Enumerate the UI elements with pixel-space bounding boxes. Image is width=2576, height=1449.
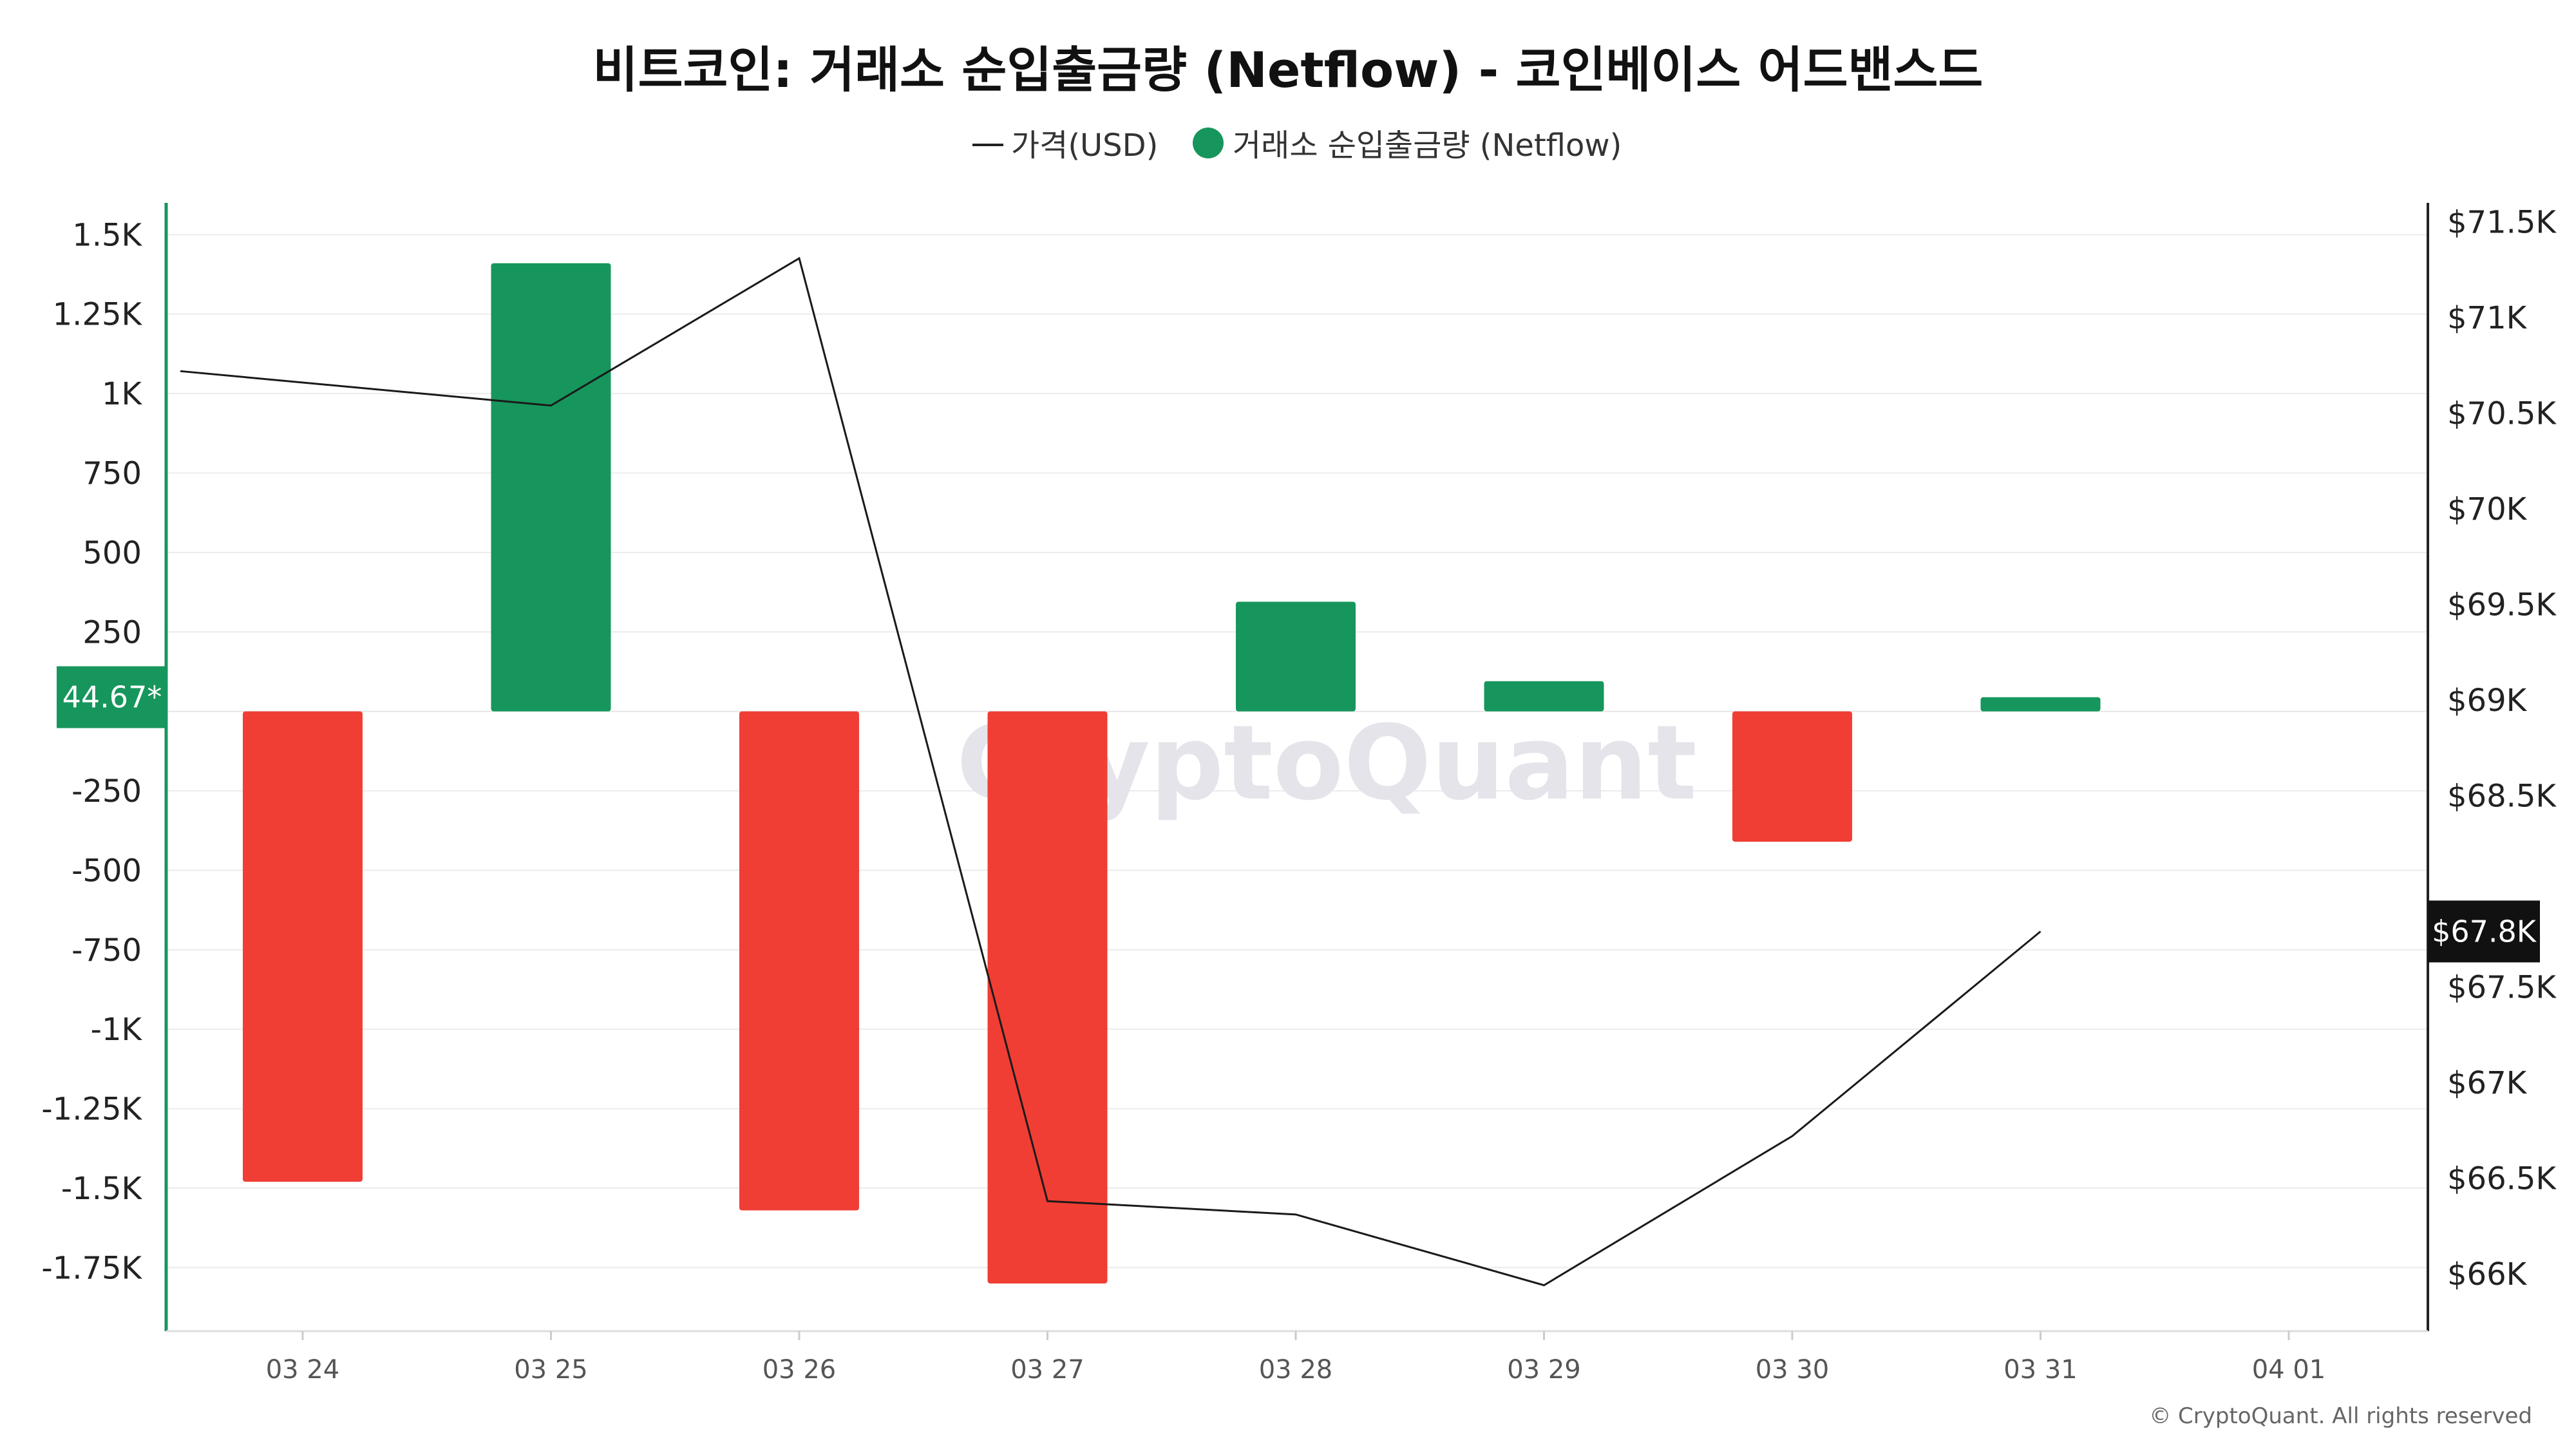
left-tick-label: 500 — [82, 535, 142, 571]
right-tick-label: $67K — [2447, 1065, 2528, 1101]
right-tick-label: $70.5K — [2447, 396, 2557, 432]
left-axis-ticks: 1.5K 1.25K 1K 750 500 250 -250 -500 -750 -1K -1.25… — [41, 217, 142, 1286]
legend: 가격(USD) 거래소 순입출금량 (Netflow) — [972, 128, 1622, 164]
right-tick-label: $71K — [2447, 300, 2528, 336]
x-tick-label: 03 31 — [2003, 1355, 2078, 1385]
legend-netflow-label: 거래소 순입출금량 (Netflow) — [1233, 128, 1622, 164]
x-axis-ticks: 03 24 03 25 03 26 03 27 03 28 03 29 03 30 03 31… — [266, 1331, 2326, 1385]
left-tick-label: 1.25K — [53, 297, 143, 333]
left-tick-label: 1K — [102, 376, 143, 412]
netflow-bar — [1236, 601, 1356, 712]
right-tick-label: $67.5K — [2447, 969, 2557, 1005]
copyright-notice: © CryptoQuant. All rights reserved — [2149, 1403, 2532, 1429]
netflow-bar — [987, 711, 1108, 1283]
netflow-bar — [243, 711, 363, 1182]
current-netflow-value: 44.67* — [62, 680, 162, 715]
netflow-bar — [1484, 681, 1604, 712]
current-netflow-badge: 44.67* — [57, 666, 167, 728]
current-price-value: $67.8K — [2432, 914, 2537, 949]
right-tick-label: $66.5K — [2447, 1160, 2557, 1197]
chart-title: 비트코인: 거래소 순입출금량 (Netflow) - 코인베이스 어드밴스드 — [593, 41, 1984, 99]
left-tick-label: -1.25K — [41, 1092, 142, 1128]
legend-price-label: 가격(USD) — [1011, 128, 1158, 164]
left-tick-label: 750 — [82, 455, 142, 491]
x-tick-label: 04 01 — [2252, 1355, 2326, 1385]
right-tick-label: $68.5K — [2447, 779, 2557, 815]
netflow-bar — [491, 263, 611, 712]
x-tick-label: 03 29 — [1507, 1355, 1581, 1385]
netflow-bar — [739, 711, 859, 1211]
right-tick-label: $66K — [2447, 1256, 2528, 1293]
x-tick-label: 03 26 — [762, 1355, 837, 1385]
x-tick-label: 03 28 — [1259, 1355, 1333, 1385]
left-tick-label: -1K — [91, 1012, 143, 1048]
x-tick-label: 03 30 — [1756, 1355, 1830, 1385]
left-tick-label: 1.5K — [72, 217, 142, 253]
left-tick-label: -500 — [71, 853, 142, 889]
current-price-badge: $67.8K — [2428, 900, 2540, 963]
x-tick-label: 03 27 — [1010, 1355, 1084, 1385]
left-tick-label: -1.5K — [61, 1171, 143, 1207]
netflow-bars — [243, 263, 2101, 1283]
left-tick-label: -750 — [71, 933, 142, 969]
right-axis-ticks: $71.5K $71K $70.5K $70K $69.5K $69K $68.5K $67.… — [2447, 205, 2557, 1293]
price-line — [180, 256, 2041, 1287]
right-tick-label: $69.5K — [2447, 587, 2557, 623]
netflow-bar — [1980, 697, 2101, 712]
x-tick-label: 03 25 — [514, 1355, 588, 1385]
right-tick-label: $71.5K — [2447, 205, 2557, 241]
left-tick-label: -1.75K — [41, 1250, 142, 1286]
x-tick-label: 03 24 — [266, 1355, 340, 1385]
right-tick-label: $69K — [2447, 683, 2528, 719]
netflow-bar — [1732, 711, 1852, 842]
left-tick-label: -250 — [71, 773, 142, 810]
left-tick-label: 250 — [82, 614, 142, 650]
right-tick-label: $70K — [2447, 491, 2528, 527]
legend-netflow-dot-icon — [1193, 128, 1224, 158]
